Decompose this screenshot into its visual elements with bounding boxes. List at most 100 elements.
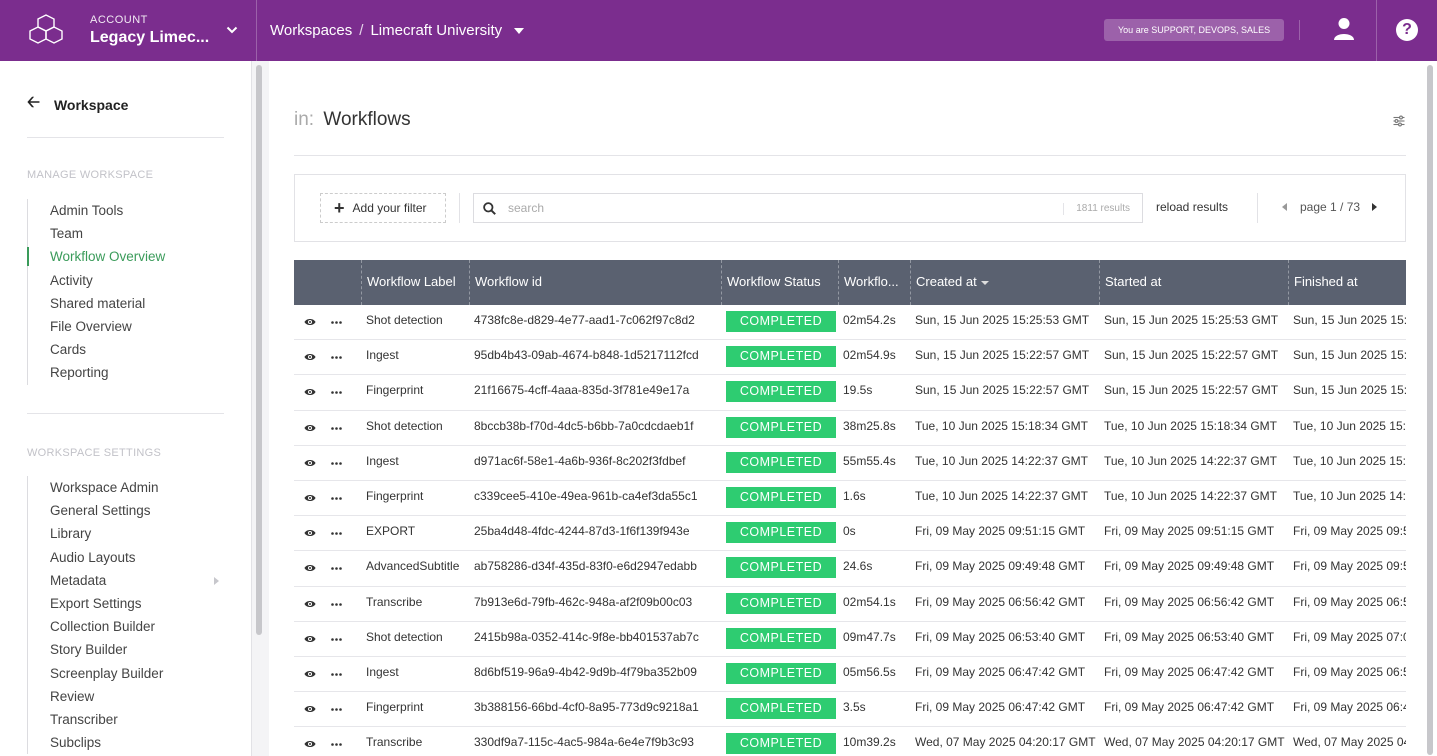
status-badge: COMPLETED bbox=[726, 733, 836, 755]
column-workflow-id[interactable]: Workflow id bbox=[469, 260, 721, 305]
status-badge: COMPLETED bbox=[726, 451, 836, 473]
more-icon[interactable] bbox=[331, 497, 342, 500]
sidebar-item-story-builder[interactable]: Story Builder bbox=[50, 642, 128, 658]
more-icon[interactable] bbox=[331, 532, 342, 535]
sidebar-item-team[interactable]: Team bbox=[50, 226, 84, 242]
eye-icon[interactable] bbox=[304, 386, 316, 398]
sidebar-item-workflow-overview[interactable]: Workflow Overview bbox=[26, 245, 165, 268]
sidebar-item-label: Metadata bbox=[50, 572, 107, 588]
sidebar-item-transcriber[interactable]: Transcriber bbox=[50, 711, 118, 727]
table-row[interactable]: Fingerprint 21f16675-4cff-4aaa-835d-3f781… bbox=[294, 375, 1406, 411]
column-started-at[interactable]: Started at bbox=[1099, 260, 1288, 305]
table-row[interactable]: Fingerprint c339cee5-410e-49ea-961b-ca4ef… bbox=[294, 481, 1406, 517]
eye-icon[interactable] bbox=[304, 351, 316, 363]
back-to-workspace[interactable]: 🡠 Workspace bbox=[27, 91, 128, 118]
main-scrollbar[interactable] bbox=[1427, 65, 1433, 755]
more-icon[interactable] bbox=[331, 743, 342, 747]
account-switcher[interactable]: ACCOUNT Legacy Limec... bbox=[0, 0, 257, 61]
table-row[interactable]: Shot detection 8bccb38b-f70d-4dc5-b6bb-7a… bbox=[294, 410, 1406, 446]
cell-started-at: Sun, 15 Jun 2025 15:22:57 GMT bbox=[1104, 383, 1279, 398]
more-icon[interactable] bbox=[331, 461, 342, 465]
sidebar-item-shared-material[interactable]: Shared material bbox=[50, 295, 146, 311]
breadcrumb-workspace[interactable]: Limecraft University bbox=[370, 22, 503, 39]
breadcrumb-workspaces[interactable]: Workspaces bbox=[270, 22, 353, 39]
eye-icon[interactable] bbox=[304, 457, 316, 469]
table-row[interactable]: Fingerprint 3b388156-66bd-4cf0-8a95-773d9… bbox=[294, 692, 1406, 728]
table-row[interactable]: Ingest 95db4b43-09ab-4674-b848-1d5217112f… bbox=[294, 340, 1406, 376]
sidebar-item-subclips[interactable]: Subclips bbox=[50, 735, 102, 751]
sliders-icon[interactable] bbox=[1393, 115, 1405, 127]
more-icon[interactable] bbox=[331, 673, 342, 676]
column-finished-at[interactable]: Finished at bbox=[1288, 260, 1406, 305]
more-icon[interactable] bbox=[331, 321, 342, 324]
eye-icon[interactable] bbox=[304, 492, 316, 504]
cell-workflow-label: Ingest bbox=[366, 348, 399, 363]
reload-results-button[interactable]: reload results bbox=[1156, 200, 1229, 214]
cell-created-at: Fri, 09 May 2025 06:53:40 GMT bbox=[915, 629, 1086, 644]
table-row[interactable]: AdvancedSubtitle ab758286-d34f-435d-83f0-… bbox=[294, 551, 1406, 587]
eye-icon[interactable] bbox=[304, 703, 316, 715]
help-button[interactable]: ? bbox=[1376, 0, 1437, 61]
more-icon[interactable] bbox=[331, 567, 342, 571]
table-row[interactable]: EXPORT 25ba4d48-4fdc-4244-87d3-1f6f139f94… bbox=[294, 516, 1406, 552]
next-page-icon[interactable] bbox=[1372, 203, 1378, 211]
search-input[interactable] bbox=[508, 194, 1048, 222]
column-workflow-label[interactable]: Workflow Label bbox=[361, 260, 469, 305]
more-icon[interactable] bbox=[331, 356, 342, 359]
pagination: page 1 / 73 bbox=[1282, 200, 1378, 214]
sidebar-item-export-settings[interactable]: Export Settings bbox=[50, 595, 142, 611]
user-icon[interactable] bbox=[1333, 17, 1355, 41]
table-row[interactable]: Shot detection 2415b98a-0352-414c-9f8e-bb… bbox=[294, 621, 1406, 657]
workspace-dropdown-icon[interactable] bbox=[514, 27, 525, 34]
more-icon[interactable] bbox=[331, 426, 342, 430]
add-filter-label: Add your filter bbox=[352, 201, 427, 215]
eye-icon[interactable] bbox=[304, 668, 316, 680]
column-workflow-duration[interactable]: Workflo... bbox=[838, 260, 910, 305]
cell-workflow-id: 95db4b43-09ab-4674-b848-1d5217112fcd bbox=[474, 348, 699, 363]
column-workflow-status[interactable]: Workflow Status bbox=[721, 260, 838, 305]
eye-icon[interactable] bbox=[304, 562, 316, 574]
sidebar-item-admin-tools[interactable]: Admin Tools bbox=[50, 203, 124, 218]
sidebar-item-reporting[interactable]: Reporting bbox=[50, 365, 109, 381]
sidebar-scrollbar[interactable] bbox=[256, 65, 262, 635]
more-icon[interactable] bbox=[331, 391, 342, 395]
eye-icon[interactable] bbox=[304, 527, 316, 539]
sidebar-item-screenplay-builder[interactable]: Screenplay Builder bbox=[50, 665, 164, 681]
table-header: Workflow Label Workflow id Workflow Stat… bbox=[294, 260, 1406, 305]
chevron-down-icon[interactable] bbox=[226, 24, 238, 36]
add-filter-button[interactable]: + Add your filter bbox=[320, 193, 446, 223]
manage-workspace-nav: Admin Tools Team Workflow Overview Activ… bbox=[26, 199, 165, 385]
eye-icon[interactable] bbox=[304, 422, 316, 434]
sidebar-item-audio-layouts[interactable]: Audio Layouts bbox=[50, 549, 136, 565]
more-icon[interactable] bbox=[331, 637, 342, 641]
cell-created-at: Wed, 07 May 2025 04:20:17 GMT bbox=[915, 735, 1096, 750]
table-row[interactable]: Ingest d971ac6f-58e1-4a6b-936f-8c202f3fdb… bbox=[294, 445, 1406, 481]
sidebar-item-workspace-admin[interactable]: Workspace Admin bbox=[50, 480, 159, 495]
status-badge: COMPLETED bbox=[726, 592, 836, 614]
workflow-table: Workflow Label Workflow id Workflow Stat… bbox=[294, 260, 1406, 756]
more-icon[interactable] bbox=[331, 602, 342, 606]
sidebar-item-collection-builder[interactable]: Collection Builder bbox=[50, 619, 156, 635]
prev-page-icon[interactable] bbox=[1282, 203, 1287, 211]
status-badge: COMPLETED bbox=[726, 487, 836, 508]
sidebar-item-file-overview[interactable]: File Overview bbox=[50, 318, 132, 334]
sidebar-item-metadata[interactable]: Metadata bbox=[28, 569, 219, 592]
column-created-at[interactable]: Created at bbox=[910, 260, 1099, 305]
eye-icon[interactable] bbox=[304, 633, 316, 645]
more-icon[interactable] bbox=[331, 708, 342, 711]
back-label: Workspace bbox=[53, 96, 129, 113]
eye-icon[interactable] bbox=[304, 598, 316, 610]
table-row[interactable]: Transcribe 7b913e6d-79fb-462c-948a-af2f09… bbox=[294, 586, 1406, 622]
sidebar-item-activity[interactable]: Activity bbox=[50, 272, 93, 288]
sidebar-item-library[interactable]: Library bbox=[50, 526, 92, 542]
eye-icon[interactable] bbox=[304, 316, 316, 328]
table-row[interactable]: Transcribe 330df9a7-115c-4ac5-984a-6e4e7f… bbox=[294, 727, 1406, 756]
sidebar-item-general-settings[interactable]: General Settings bbox=[50, 503, 151, 519]
cell-workflow-label: Fingerprint bbox=[366, 383, 424, 398]
sidebar-item-review[interactable]: Review bbox=[50, 688, 95, 704]
table-row[interactable]: Ingest 8d6bf519-96a9-4b42-9d9b-4f79ba352b… bbox=[294, 657, 1406, 693]
sidebar-item-cards[interactable]: Cards bbox=[50, 342, 87, 358]
table-row[interactable]: Shot detection 4738fc8e-d829-4e77-aad1-7c… bbox=[294, 305, 1406, 341]
cell-finished-at: Sun, 15 Jun 2025 15:23 bbox=[1293, 383, 1406, 398]
eye-icon[interactable] bbox=[304, 738, 316, 750]
